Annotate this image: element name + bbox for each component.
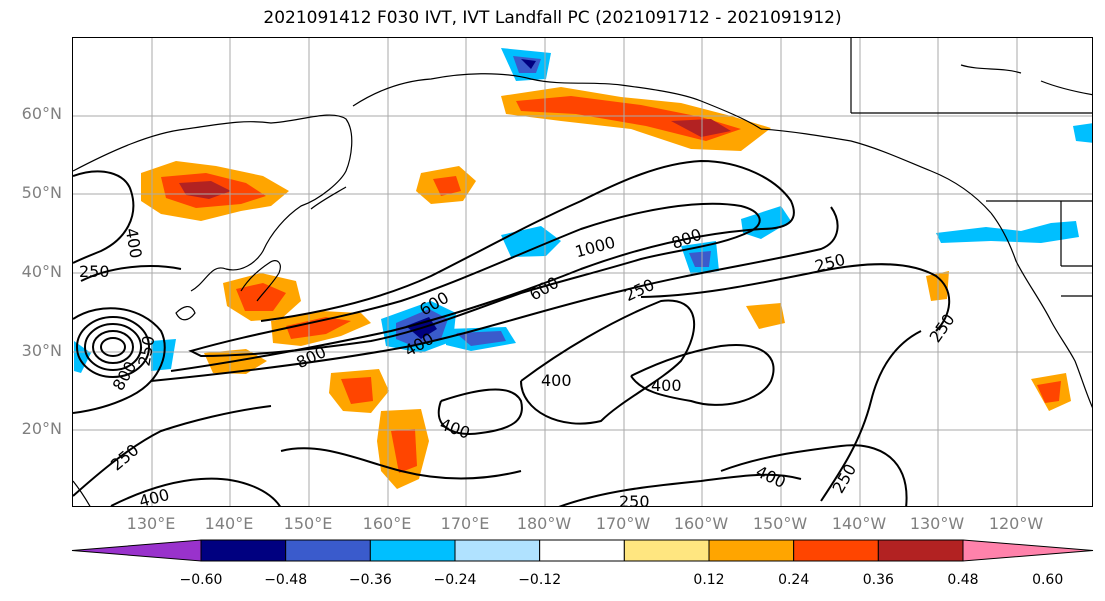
lon-label-150w: 150°W (752, 514, 808, 533)
contour-label: 250 (79, 262, 110, 281)
map-panel: 400 250 1000 800 250 600 600 250 800 800… (72, 37, 1093, 507)
lon-label-140w: 140°W (831, 514, 887, 533)
colorbar-segment (623, 539, 710, 562)
colorbar-segment (539, 539, 625, 562)
coastlines (73, 38, 1092, 506)
colorbar-segment (454, 539, 541, 562)
map-title: 2021091412 F030 IVT, IVT Landfall PC (20… (263, 8, 842, 28)
colorbar-segment (708, 539, 795, 562)
colorbar-segment (877, 539, 964, 562)
lon-label-160e: 160°E (362, 514, 412, 533)
lat-label-60n: 60°N (21, 104, 62, 123)
contour-label: 250 (813, 250, 847, 276)
contour-label: 250 (926, 310, 959, 346)
contour-label: 250 (829, 461, 861, 497)
contour-label: 400 (122, 227, 146, 260)
contour-label: 400 (437, 414, 472, 442)
lat-label-40n: 40°N (21, 262, 62, 281)
colorbar-tick-label: 0.60 (1032, 572, 1064, 588)
contour-label: 400 (137, 485, 171, 507)
lat-label-20n: 20°N (21, 419, 62, 438)
colorbar-segment (962, 539, 1094, 562)
colorbar-tick-label: −0.12 (518, 572, 562, 588)
graticule (73, 38, 1092, 506)
lon-label-150e: 150°E (283, 514, 333, 533)
lon-label-160w: 160°W (673, 514, 729, 533)
contour-label: 400 (651, 376, 682, 395)
ivt-contours (73, 159, 951, 506)
lon-label-130e: 130°E (126, 514, 176, 533)
lon-label-120w: 120°W (988, 514, 1044, 533)
lon-label-170e: 170°E (440, 514, 490, 533)
colorbar-segment (71, 539, 202, 562)
colorbar-segment (793, 539, 879, 562)
lat-label-30n: 30°N (21, 341, 62, 360)
colorbar-tick-label: −0.48 (264, 572, 308, 588)
colorbar-segment (285, 539, 371, 562)
contour-label: 400 (541, 371, 572, 390)
lon-label-130w: 130°W (909, 514, 965, 533)
lon-label-140e: 140°E (204, 514, 254, 533)
colorbar-tick-label: 0.12 (693, 572, 725, 588)
colorbar-tick-label: 0.48 (947, 572, 979, 588)
colorbar-segment (200, 539, 287, 562)
contour-label: 400 (753, 462, 789, 492)
colorbar-tick-label: −0.36 (348, 572, 392, 588)
contour-label: 250 (622, 275, 658, 305)
colorbar-segment (369, 539, 456, 562)
contour-label: 1000 (573, 232, 617, 261)
colorbar-tick-label: 0.36 (862, 572, 894, 588)
colorbar-tick-label: 0.24 (778, 572, 810, 588)
colorbar-tick-label: −0.24 (433, 572, 477, 588)
map-canvas: 400 250 1000 800 250 600 600 250 800 800… (73, 38, 1092, 507)
colorbar-tick-label: −0.60 (179, 572, 223, 588)
lon-label-180w: 180°W (516, 514, 572, 533)
lon-label-170w: 170°W (595, 514, 651, 533)
lat-label-50n: 50°N (21, 183, 62, 202)
contour-label: 250 (619, 492, 650, 507)
